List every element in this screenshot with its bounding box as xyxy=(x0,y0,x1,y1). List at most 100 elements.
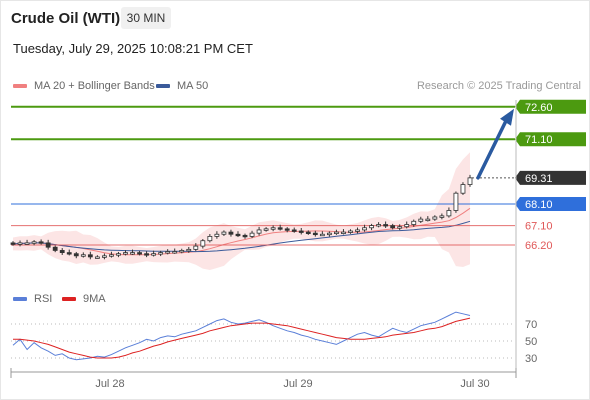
level-tag-72.60 xyxy=(515,99,586,114)
candle-body xyxy=(38,241,44,244)
instrument-title: Crude Oil (WTI) xyxy=(11,10,121,27)
level-label-72.60: 72.60 xyxy=(525,102,553,114)
candle-body xyxy=(102,255,107,258)
candle-body xyxy=(87,254,93,258)
candle-body xyxy=(10,242,16,245)
candle-body xyxy=(284,228,290,231)
ma20-legend-label: MA 20 + Bollinger Bands xyxy=(34,80,155,92)
candle-body xyxy=(94,256,100,259)
candle-body xyxy=(334,231,339,234)
candle-body xyxy=(31,241,37,244)
candle-body xyxy=(446,210,452,217)
candle-body xyxy=(235,233,241,237)
candle-body xyxy=(390,225,396,229)
interval-selector[interactable]: 30 MIN xyxy=(121,7,171,29)
candle-body xyxy=(193,245,199,250)
candle-body xyxy=(109,254,114,257)
candle-body xyxy=(369,225,374,229)
candle-body xyxy=(123,252,128,255)
candle-body xyxy=(130,252,135,255)
candle-body xyxy=(397,226,403,229)
ma20-swatch xyxy=(13,84,27,88)
x-tick-label: Jul 30 xyxy=(460,378,489,390)
candle-body xyxy=(172,251,178,254)
projection-arrow-shaft xyxy=(476,117,509,180)
candle-body xyxy=(404,224,410,228)
candle-body xyxy=(355,229,360,232)
candle-body xyxy=(214,233,220,237)
candle-body xyxy=(200,240,206,247)
candle-body xyxy=(165,251,171,254)
candle-body xyxy=(24,242,30,245)
candle-body xyxy=(221,231,227,235)
candle-body xyxy=(256,229,262,234)
level-label-71.10: 71.10 xyxy=(525,134,553,146)
candle-body xyxy=(144,253,149,256)
projection-arrow-head xyxy=(500,108,514,126)
rsi-swatch xyxy=(13,297,27,301)
candle-body xyxy=(277,227,283,230)
candle-body xyxy=(137,252,142,255)
rsi-ma-line xyxy=(13,317,471,359)
candle-body xyxy=(305,231,311,234)
candle-body xyxy=(298,230,304,233)
candle-body xyxy=(73,253,79,257)
candle-body xyxy=(439,215,445,218)
candle-body xyxy=(418,218,424,222)
candle-body xyxy=(460,184,466,194)
candle-body xyxy=(179,250,185,253)
candle-body xyxy=(59,250,65,254)
candle-body xyxy=(186,248,192,252)
rsi-tick-label-30: 30 xyxy=(525,353,537,365)
level-label-68.10: 68.10 xyxy=(525,199,553,211)
level-tag-68.10 xyxy=(515,197,586,211)
candle-body xyxy=(467,177,473,185)
ma50-line xyxy=(12,220,471,253)
candle-body xyxy=(151,253,157,256)
rsi-line xyxy=(12,311,471,361)
candle-body xyxy=(270,227,276,230)
ma20-line xyxy=(12,207,471,256)
candle-body xyxy=(52,246,58,251)
candle-body xyxy=(228,231,234,235)
bollinger-band-fill xyxy=(13,152,470,270)
candle-body xyxy=(312,232,318,236)
candle-body xyxy=(263,228,269,231)
candle-body xyxy=(348,230,353,233)
candle-body xyxy=(80,254,86,257)
candle-body xyxy=(411,220,417,225)
research-credit: Research © 2025 Trading Central xyxy=(416,80,581,92)
ma50-legend-label: MA 50 xyxy=(177,80,209,92)
candle-body xyxy=(453,192,459,211)
candle-body xyxy=(319,233,325,237)
level-label-69.31: 69.31 xyxy=(525,173,553,185)
candle-body xyxy=(341,231,346,234)
rsi-ma-swatch xyxy=(62,297,76,301)
candle-body xyxy=(432,216,438,220)
candle-body xyxy=(45,242,51,248)
candle-body xyxy=(376,224,382,227)
level-label-67.10: 67.10 xyxy=(525,221,553,233)
level-label-66.20: 66.20 xyxy=(525,240,553,252)
candle-body xyxy=(425,218,431,222)
x-tick-label: Jul 29 xyxy=(283,378,312,390)
candle-body xyxy=(249,232,255,237)
level-tag-71.10 xyxy=(515,132,586,147)
chart-datetime: Tuesday, July 29, 2025 10:08:21 PM CET xyxy=(13,41,253,56)
legend-rsi: RSI xyxy=(13,293,52,305)
candle-body xyxy=(207,235,213,242)
candle-body xyxy=(362,227,367,231)
legend-ma20: MA 20 + Bollinger Bands xyxy=(13,80,155,92)
rsi-tick-label-50: 50 xyxy=(525,336,537,348)
candle-body xyxy=(383,224,389,227)
candle-body xyxy=(242,234,248,238)
rsi-legend-label: RSI xyxy=(34,293,53,305)
candle-body xyxy=(116,253,121,256)
candle-body xyxy=(158,252,164,255)
candle-body xyxy=(326,232,332,236)
rsi-ma-legend-label: 9MA xyxy=(83,293,106,305)
legend-ma50: MA 50 xyxy=(156,80,208,92)
candle-body xyxy=(66,252,72,255)
candle-body xyxy=(291,229,297,232)
